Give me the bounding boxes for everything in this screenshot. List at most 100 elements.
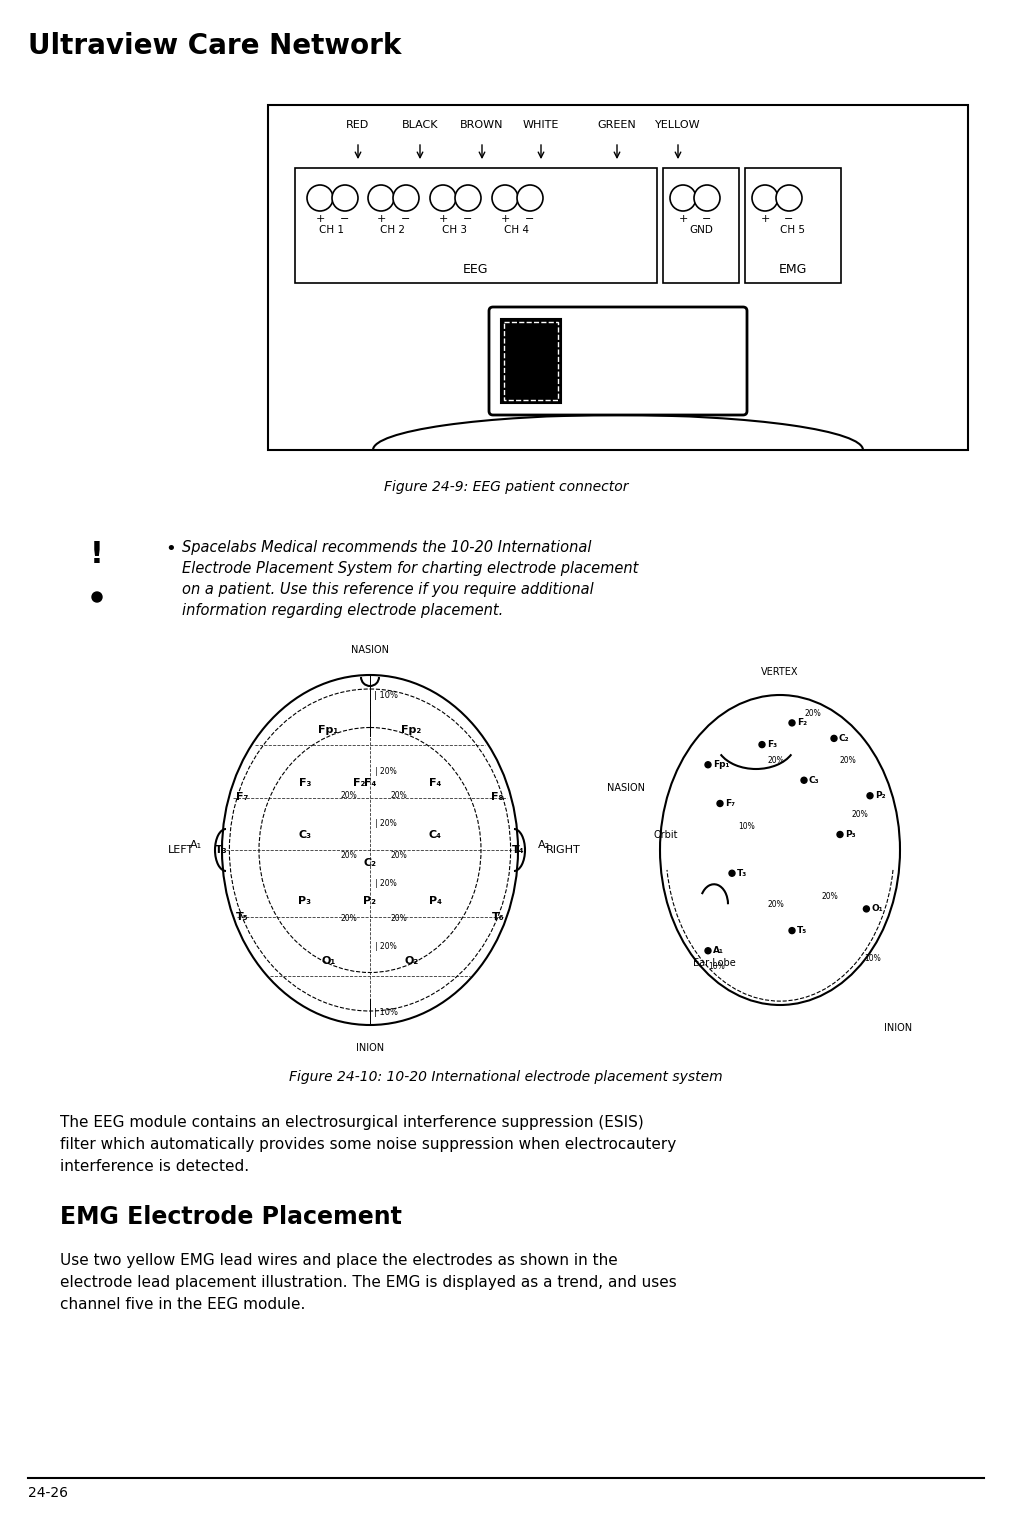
- Text: CH 4: CH 4: [504, 224, 529, 235]
- Text: −: −: [784, 214, 793, 224]
- Text: O₁: O₁: [870, 905, 883, 914]
- Text: Orbit: Orbit: [653, 829, 677, 840]
- Text: F₄: F₄: [429, 778, 441, 787]
- Text: F₃: F₃: [766, 740, 776, 749]
- Text: | 20%: | 20%: [375, 767, 396, 776]
- Text: EMG Electrode Placement: EMG Electrode Placement: [60, 1205, 401, 1229]
- Circle shape: [836, 831, 842, 837]
- Text: O₂: O₂: [404, 957, 419, 966]
- Text: P₃: P₃: [844, 829, 854, 838]
- Text: The EEG module contains an electrosurgical interference suppression (ESIS): The EEG module contains an electrosurgic…: [60, 1114, 643, 1129]
- Text: EMG: EMG: [778, 262, 807, 276]
- Text: C₄: C₄: [429, 829, 441, 840]
- Text: CH 3: CH 3: [442, 224, 467, 235]
- Text: | 20%: | 20%: [375, 941, 396, 951]
- Text: T₄: T₄: [512, 844, 525, 855]
- Text: 20%: 20%: [390, 850, 407, 860]
- Text: | 20%: | 20%: [375, 819, 396, 828]
- Text: interference is detected.: interference is detected.: [60, 1160, 249, 1173]
- Text: +: +: [759, 214, 769, 224]
- Text: 20%: 20%: [340, 791, 357, 800]
- Text: −: −: [702, 214, 711, 224]
- Circle shape: [705, 948, 711, 954]
- Circle shape: [705, 761, 711, 767]
- Circle shape: [669, 185, 696, 211]
- Text: F₇: F₇: [724, 799, 734, 808]
- Text: +: +: [315, 214, 325, 224]
- Text: 20%: 20%: [767, 755, 784, 764]
- Text: −: −: [401, 214, 410, 224]
- Text: BROWN: BROWN: [460, 120, 503, 130]
- Text: 20%: 20%: [340, 914, 357, 923]
- Text: C₂: C₂: [363, 858, 376, 869]
- Circle shape: [758, 741, 764, 747]
- Text: Fp₁: Fp₁: [713, 760, 729, 769]
- Text: 20%: 20%: [851, 810, 867, 819]
- Text: C₃: C₃: [808, 776, 819, 785]
- Text: EEG: EEG: [463, 262, 488, 276]
- Text: T₃: T₃: [215, 844, 227, 855]
- Text: Fp₂: Fp₂: [401, 725, 422, 735]
- Ellipse shape: [659, 694, 899, 1005]
- Text: −: −: [463, 214, 472, 224]
- Text: 20%: 20%: [804, 709, 821, 719]
- Circle shape: [789, 928, 795, 934]
- Text: P₄: P₄: [429, 896, 441, 907]
- Text: +: +: [376, 214, 385, 224]
- Text: Figure 24-9: EEG patient connector: Figure 24-9: EEG patient connector: [383, 481, 628, 494]
- Text: •: •: [165, 540, 176, 558]
- Text: electrode lead placement illustration. The EMG is displayed as a trend, and uses: electrode lead placement illustration. T…: [60, 1275, 676, 1290]
- Text: F₃: F₃: [298, 778, 310, 787]
- Circle shape: [392, 185, 419, 211]
- Text: Ultraview Care Network: Ultraview Care Network: [28, 32, 401, 61]
- Text: C₂: C₂: [838, 734, 849, 743]
- Text: RIGHT: RIGHT: [546, 844, 580, 855]
- Text: CH 1: CH 1: [319, 224, 344, 235]
- Circle shape: [332, 185, 358, 211]
- Text: GND: GND: [688, 224, 712, 235]
- Text: CH 5: CH 5: [779, 224, 805, 235]
- Text: A₁: A₁: [190, 840, 202, 850]
- Circle shape: [830, 735, 836, 741]
- Circle shape: [801, 778, 806, 784]
- Text: 20%: 20%: [839, 755, 856, 764]
- Bar: [744, 168, 840, 283]
- Circle shape: [368, 185, 393, 211]
- Text: 20%: 20%: [390, 791, 407, 800]
- Text: T₅: T₅: [797, 926, 807, 935]
- Text: SL: SL: [514, 349, 547, 373]
- Text: Ear Lobe: Ear Lobe: [692, 958, 735, 969]
- Circle shape: [716, 800, 722, 807]
- Text: Spacelabs Medical recommends the 10-20 International: Spacelabs Medical recommends the 10-20 I…: [182, 540, 590, 555]
- Text: CH 2: CH 2: [380, 224, 405, 235]
- Text: Medical: Medical: [572, 355, 669, 374]
- Text: GREEN: GREEN: [598, 120, 636, 130]
- Text: VERTEX: VERTEX: [760, 667, 798, 678]
- Text: INION: INION: [883, 1023, 911, 1032]
- Text: | 20%: | 20%: [375, 879, 396, 888]
- Text: INION: INION: [356, 1043, 384, 1054]
- Text: SpaceLabs: SpaceLabs: [572, 330, 706, 352]
- Text: T₃: T₃: [736, 869, 746, 878]
- Text: +: +: [499, 214, 510, 224]
- Circle shape: [694, 185, 719, 211]
- Bar: [662, 168, 738, 283]
- Circle shape: [728, 870, 734, 876]
- Text: T₆: T₆: [491, 911, 503, 922]
- Text: 20%: 20%: [767, 901, 784, 908]
- Text: +: +: [438, 214, 447, 224]
- Text: !: !: [90, 540, 104, 568]
- Circle shape: [866, 793, 872, 799]
- Text: Electrode Placement System for charting electrode placement: Electrode Placement System for charting …: [182, 561, 638, 576]
- Text: −: −: [525, 214, 534, 224]
- Text: BLACK: BLACK: [401, 120, 438, 130]
- Text: filter which automatically provides some noise suppression when electrocautery: filter which automatically provides some…: [60, 1137, 675, 1152]
- Bar: [500, 318, 560, 403]
- Text: WHITE: WHITE: [523, 120, 559, 130]
- Text: 10%: 10%: [863, 954, 880, 963]
- Text: channel five in the EEG module.: channel five in the EEG module.: [60, 1298, 305, 1311]
- Text: YELLOW: YELLOW: [654, 120, 701, 130]
- Text: information regarding electrode placement.: information regarding electrode placemen…: [182, 603, 502, 619]
- Text: 20%: 20%: [390, 914, 407, 923]
- Text: 20%: 20%: [340, 850, 357, 860]
